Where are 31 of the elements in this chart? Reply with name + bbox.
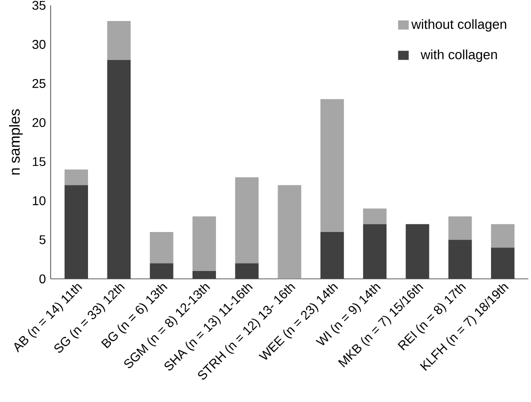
legend-label: without collagen	[411, 19, 506, 32]
bar	[320, 232, 344, 280]
y-axis-title: n samples	[9, 109, 23, 175]
bar	[406, 224, 430, 280]
bar	[64, 170, 88, 186]
y-tick-label: 15	[32, 157, 46, 166]
y-tick-label: 5	[39, 236, 46, 244]
bar	[192, 271, 216, 280]
bar	[363, 224, 387, 280]
bar	[448, 240, 472, 280]
bar	[150, 263, 174, 280]
bar	[64, 185, 88, 280]
bar	[363, 208, 387, 224]
y-tick-label: 35	[32, 1, 46, 10]
legend-label: with collagen	[420, 50, 497, 62]
y-tick-label: 20	[32, 118, 46, 128]
bar	[107, 60, 131, 280]
bar	[320, 99, 344, 232]
bar	[192, 216, 216, 272]
y-tick-label: 25	[32, 79, 46, 88]
bar	[491, 248, 514, 280]
bar	[107, 21, 131, 60]
bar	[491, 224, 514, 248]
bar	[235, 177, 259, 264]
y-tick-label: 10	[32, 196, 46, 206]
bar	[235, 263, 259, 280]
bar	[448, 216, 472, 240]
y-tick-label: 0	[39, 274, 46, 284]
bar	[150, 232, 174, 264]
bar	[278, 185, 302, 280]
y-tick-label: 30	[32, 40, 46, 50]
